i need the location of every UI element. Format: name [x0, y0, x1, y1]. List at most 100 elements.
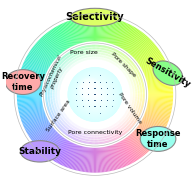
Wedge shape: [64, 128, 69, 134]
Wedge shape: [92, 82, 93, 84]
Wedge shape: [130, 115, 136, 119]
Wedge shape: [135, 88, 137, 90]
Wedge shape: [91, 72, 92, 76]
Wedge shape: [107, 84, 109, 86]
Wedge shape: [91, 45, 92, 52]
Wedge shape: [49, 83, 56, 85]
Wedge shape: [133, 112, 136, 114]
Wedge shape: [82, 124, 85, 130]
Wedge shape: [107, 90, 109, 91]
Wedge shape: [117, 111, 121, 114]
Wedge shape: [69, 135, 71, 137]
Wedge shape: [132, 85, 139, 87]
Wedge shape: [121, 66, 123, 68]
Wedge shape: [94, 130, 95, 132]
Wedge shape: [55, 106, 57, 108]
Wedge shape: [117, 131, 119, 133]
Wedge shape: [78, 80, 80, 83]
Wedge shape: [103, 86, 105, 88]
Wedge shape: [89, 70, 91, 74]
Wedge shape: [80, 114, 83, 118]
Wedge shape: [101, 110, 103, 113]
Wedge shape: [81, 68, 84, 72]
Wedge shape: [78, 127, 81, 133]
Wedge shape: [111, 87, 113, 88]
Wedge shape: [115, 60, 117, 63]
Wedge shape: [99, 93, 100, 94]
Wedge shape: [68, 116, 72, 120]
Wedge shape: [56, 102, 62, 104]
Wedge shape: [113, 86, 116, 88]
Wedge shape: [114, 117, 117, 122]
Wedge shape: [76, 105, 79, 107]
Wedge shape: [89, 98, 90, 99]
Wedge shape: [81, 90, 83, 91]
Wedge shape: [102, 114, 103, 118]
Wedge shape: [108, 111, 110, 114]
Wedge shape: [107, 103, 109, 105]
Wedge shape: [126, 123, 129, 125]
Wedge shape: [123, 54, 126, 57]
Wedge shape: [72, 80, 75, 82]
Wedge shape: [99, 55, 100, 57]
Wedge shape: [122, 124, 124, 126]
Wedge shape: [55, 94, 61, 95]
Wedge shape: [127, 121, 134, 126]
Wedge shape: [64, 113, 69, 116]
Wedge shape: [77, 77, 80, 80]
Wedge shape: [122, 107, 127, 109]
Wedge shape: [99, 102, 100, 103]
Wedge shape: [52, 69, 59, 73]
Wedge shape: [48, 91, 55, 92]
Wedge shape: [132, 75, 139, 79]
Wedge shape: [98, 107, 99, 109]
Wedge shape: [141, 104, 144, 106]
Wedge shape: [18, 78, 43, 84]
Wedge shape: [84, 17, 89, 42]
Circle shape: [84, 84, 106, 105]
Wedge shape: [89, 65, 90, 70]
Wedge shape: [63, 94, 68, 95]
Wedge shape: [106, 100, 108, 101]
Circle shape: [81, 80, 109, 109]
Wedge shape: [53, 72, 60, 76]
Wedge shape: [90, 128, 91, 134]
Wedge shape: [96, 132, 97, 134]
Wedge shape: [50, 78, 52, 80]
Wedge shape: [82, 120, 85, 125]
Wedge shape: [81, 71, 83, 75]
Wedge shape: [54, 103, 60, 105]
Wedge shape: [58, 74, 60, 76]
Wedge shape: [122, 107, 127, 110]
Wedge shape: [74, 101, 77, 102]
Wedge shape: [108, 66, 111, 70]
Wedge shape: [114, 104, 117, 106]
Wedge shape: [108, 130, 110, 132]
Wedge shape: [88, 108, 89, 110]
Wedge shape: [86, 74, 88, 77]
Wedge shape: [109, 113, 112, 116]
Wedge shape: [89, 106, 90, 108]
Wedge shape: [100, 58, 102, 63]
Wedge shape: [99, 130, 100, 137]
Circle shape: [50, 49, 140, 140]
Wedge shape: [133, 39, 151, 57]
Wedge shape: [91, 120, 92, 124]
Wedge shape: [110, 59, 113, 64]
Wedge shape: [99, 95, 100, 96]
Wedge shape: [80, 65, 83, 70]
Wedge shape: [99, 52, 100, 59]
Wedge shape: [119, 60, 124, 66]
Wedge shape: [80, 63, 82, 68]
Wedge shape: [71, 20, 79, 44]
Wedge shape: [90, 132, 92, 139]
Wedge shape: [116, 90, 120, 91]
Wedge shape: [68, 65, 72, 70]
Wedge shape: [63, 112, 65, 114]
Wedge shape: [60, 91, 65, 92]
Wedge shape: [119, 123, 124, 129]
Wedge shape: [106, 51, 108, 58]
Wedge shape: [90, 120, 91, 124]
Wedge shape: [98, 132, 99, 134]
Wedge shape: [97, 98, 98, 99]
